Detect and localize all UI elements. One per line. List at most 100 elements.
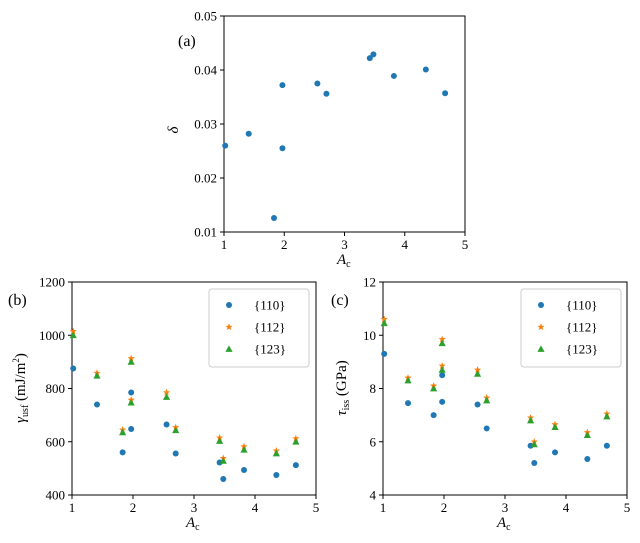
x-tick-label: 1 — [380, 500, 387, 515]
panel-b-points — [69, 327, 300, 483]
data-point — [438, 362, 446, 369]
data-point — [220, 476, 227, 483]
data-point — [292, 438, 300, 445]
x-tick-label: 3 — [341, 237, 348, 252]
legend-marker — [225, 345, 233, 352]
data-point — [163, 421, 170, 428]
data-point — [128, 425, 135, 432]
y-tick-label: 0.02 — [194, 171, 217, 186]
x-tick-label: 2 — [441, 500, 448, 515]
panel-a-x-ticks: 1 2 3 4 5 — [221, 232, 469, 252]
data-point — [366, 55, 373, 62]
data-point — [551, 423, 559, 430]
data-point — [583, 431, 591, 438]
data-point — [438, 366, 446, 373]
data-point — [272, 449, 280, 457]
panel-a-frame — [223, 15, 466, 233]
data-point — [127, 354, 135, 362]
data-point — [94, 401, 101, 408]
data-point — [527, 416, 535, 424]
data-point — [279, 82, 286, 89]
panel-b-y-axis-label: γusf (mJ/m2) — [11, 353, 31, 423]
data-point — [222, 142, 229, 149]
data-point — [119, 428, 127, 436]
data-point — [292, 462, 299, 469]
data-point — [603, 412, 611, 420]
x-tick-label: 2 — [281, 237, 288, 252]
legend-box — [208, 288, 310, 368]
data-point — [245, 130, 252, 137]
x-tick-label: 3 — [191, 500, 198, 515]
data-point — [219, 457, 227, 464]
x-tick-label: 5 — [313, 500, 320, 515]
data-point — [552, 449, 559, 456]
y-tick-label: 8 — [370, 381, 377, 396]
data-point — [483, 396, 491, 404]
data-point — [271, 214, 278, 221]
data-point — [273, 472, 280, 479]
data-point — [474, 401, 481, 408]
legend-marker — [538, 302, 544, 308]
data-point — [70, 365, 77, 372]
data-point — [603, 442, 610, 449]
x-tick-label: 1 — [69, 500, 76, 515]
data-point — [473, 366, 482, 373]
x-tick-label: 5 — [462, 237, 469, 252]
data-point — [473, 370, 482, 377]
data-point — [430, 412, 437, 419]
panel-c-points — [380, 315, 611, 467]
y-tick-label: 1200 — [39, 275, 65, 290]
y-tick-label: 0.05 — [194, 9, 217, 24]
y-tick-label: 10 — [363, 328, 376, 343]
data-point — [380, 315, 388, 323]
panel-c-y-ticks: 4 6 8 10 12 — [363, 275, 383, 503]
data-point — [323, 90, 330, 97]
y-tick-label: 4 — [370, 488, 377, 503]
data-point — [128, 389, 135, 396]
data-point — [240, 446, 248, 453]
data-point — [380, 319, 388, 327]
panel-b-label: (b) — [8, 292, 27, 309]
data-point — [162, 393, 171, 400]
x-tick-label: 5 — [624, 500, 631, 515]
data-point — [127, 399, 135, 406]
y-tick-label: 1000 — [39, 328, 65, 343]
data-point — [127, 358, 135, 365]
panel-a-points — [222, 51, 449, 221]
legend-marker — [226, 302, 232, 308]
x-tick-label: 4 — [563, 500, 570, 515]
data-point — [119, 449, 126, 456]
legend-marker — [537, 323, 545, 331]
legend-label: {110} — [566, 298, 598, 313]
x-tick-label: 2 — [130, 500, 137, 515]
panel-a-y-ticks: 0.01 0.02 0.03 0.04 0.05 — [194, 9, 224, 240]
data-point — [216, 437, 224, 444]
x-tick-label: 1 — [221, 237, 228, 252]
panel-c-x-axis-label: Ac — [496, 515, 511, 533]
panel-a-label: (a) — [178, 33, 196, 50]
data-point — [381, 350, 388, 357]
data-point — [172, 450, 179, 457]
data-point — [439, 372, 446, 379]
panel-b-legend: {110} {112} {123} — [208, 288, 310, 368]
panel-a: (a) 1 2 3 4 5 0.01 0.02 0.03 0.04 0.05 Ac δ — [166, 9, 468, 271]
legend-label: {110} — [254, 298, 286, 313]
data-point — [483, 425, 490, 432]
panel-b-x-ticks: 1 2 3 4 5 — [69, 495, 320, 515]
data-point — [370, 51, 377, 58]
panel-b-x-axis-label: Ac — [185, 515, 200, 533]
panel-a-y-axis-label: δ — [166, 125, 182, 133]
legend-marker — [225, 323, 233, 331]
x-tick-label: 3 — [502, 500, 509, 515]
data-point — [531, 460, 538, 467]
data-point — [162, 388, 171, 396]
x-tick-label: 4 — [402, 237, 409, 252]
panel-a-x-axis-label: Ac — [336, 252, 351, 270]
y-tick-label: 0.04 — [194, 63, 217, 78]
panel-b-y-ticks: 400 600 800 1000 1200 — [39, 275, 72, 503]
data-point — [422, 66, 429, 73]
panel-c-x-ticks: 1 2 3 4 5 — [380, 495, 631, 515]
